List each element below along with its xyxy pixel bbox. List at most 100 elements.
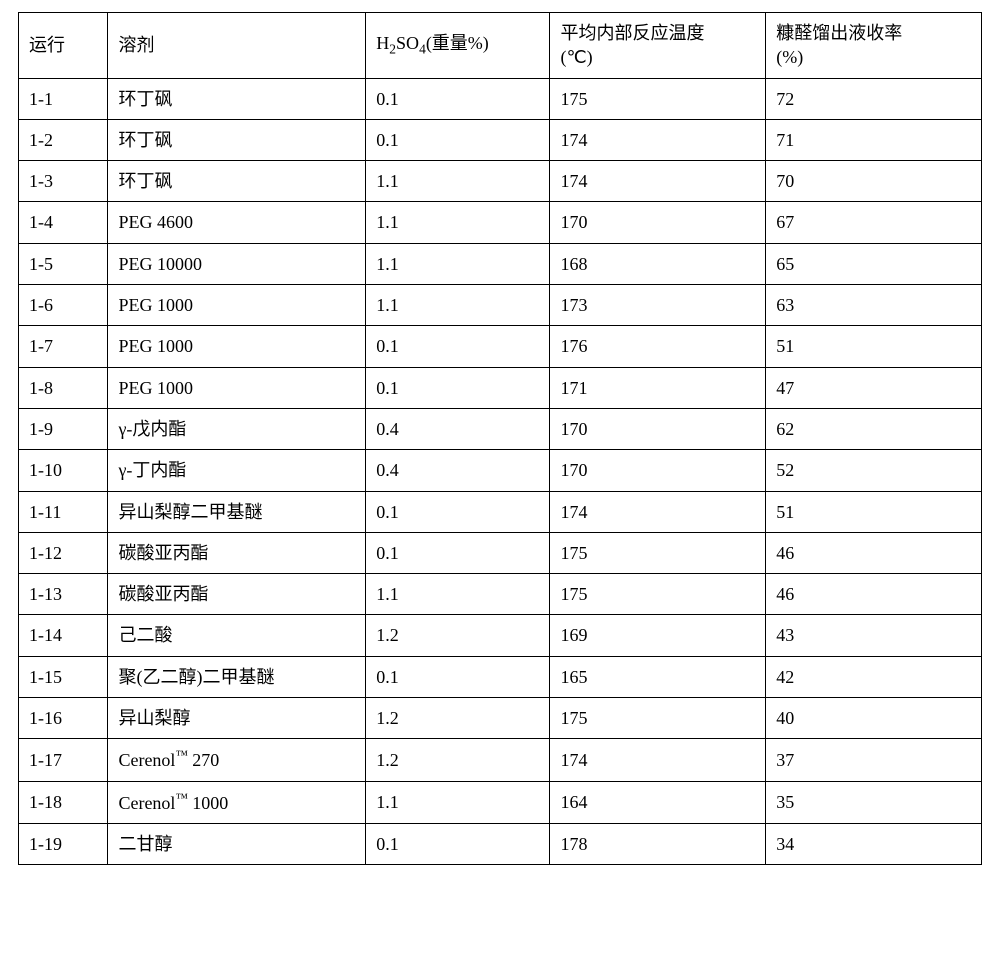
cell-sol: Cerenol™ 1000	[108, 781, 366, 823]
cell-run: 1-12	[19, 532, 108, 573]
cell-yield: 71	[766, 119, 982, 160]
cell-h2so4: 0.4	[366, 450, 550, 491]
cell-sol: γ-丁内酯	[108, 450, 366, 491]
cell-sol: PEG 10000	[108, 243, 366, 284]
table-row: 1-2环丁砜0.117471	[19, 119, 982, 160]
cell-sol: 异山梨醇	[108, 698, 366, 739]
cell-h2so4: 0.1	[366, 119, 550, 160]
cell-h2so4: 1.1	[366, 202, 550, 243]
cell-sol: 碳酸亚丙酯	[108, 532, 366, 573]
data-table-container: 运行 溶剂 H2SO4(重量%) 平均内部反应温度(℃) 糠醛馏出液收率(%) …	[0, 0, 1000, 877]
table-row: 1-8PEG 10000.117147	[19, 367, 982, 408]
cell-sol: 异山梨醇二甲基醚	[108, 491, 366, 532]
table-row: 1-6PEG 10001.117363	[19, 285, 982, 326]
cell-h2so4: 1.1	[366, 161, 550, 202]
table-body: 1-1环丁砜0.1175721-2环丁砜0.1174711-3环丁砜1.1174…	[19, 78, 982, 865]
table-row: 1-16异山梨醇1.217540	[19, 698, 982, 739]
cell-run: 1-5	[19, 243, 108, 284]
cell-run: 1-10	[19, 450, 108, 491]
cell-yield: 46	[766, 532, 982, 573]
cell-temp: 173	[550, 285, 766, 326]
cell-run: 1-11	[19, 491, 108, 532]
cell-run: 1-17	[19, 739, 108, 781]
cell-h2so4: 1.2	[366, 698, 550, 739]
cell-yield: 47	[766, 367, 982, 408]
cell-sol: PEG 1000	[108, 285, 366, 326]
table-row: 1-3环丁砜1.117470	[19, 161, 982, 202]
cell-h2so4: 0.1	[366, 823, 550, 864]
cell-yield: 51	[766, 491, 982, 532]
table-row: 1-4PEG 46001.117067	[19, 202, 982, 243]
table-row: 1-11异山梨醇二甲基醚0.117451	[19, 491, 982, 532]
cell-yield: 63	[766, 285, 982, 326]
cell-h2so4: 0.1	[366, 78, 550, 119]
cell-h2so4: 0.1	[366, 532, 550, 573]
cell-h2so4: 1.2	[366, 739, 550, 781]
table-row: 1-15聚(乙二醇)二甲基醚0.116542	[19, 656, 982, 697]
cell-yield: 43	[766, 615, 982, 656]
cell-h2so4: 0.1	[366, 656, 550, 697]
cell-h2so4: 1.1	[366, 243, 550, 284]
cell-yield: 35	[766, 781, 982, 823]
cell-sol: 二甘醇	[108, 823, 366, 864]
solvent-experiment-table: 运行 溶剂 H2SO4(重量%) 平均内部反应温度(℃) 糠醛馏出液收率(%) …	[18, 12, 982, 865]
cell-temp: 174	[550, 119, 766, 160]
cell-sol: PEG 1000	[108, 326, 366, 367]
cell-run: 1-13	[19, 574, 108, 615]
cell-h2so4: 0.1	[366, 367, 550, 408]
cell-yield: 72	[766, 78, 982, 119]
cell-sol: 聚(乙二醇)二甲基醚	[108, 656, 366, 697]
cell-sol: PEG 4600	[108, 202, 366, 243]
cell-run: 1-8	[19, 367, 108, 408]
cell-yield: 65	[766, 243, 982, 284]
table-row: 1-10γ-丁内酯0.417052	[19, 450, 982, 491]
cell-run: 1-18	[19, 781, 108, 823]
cell-h2so4: 1.1	[366, 574, 550, 615]
cell-temp: 175	[550, 698, 766, 739]
table-row: 1-13碳酸亚丙酯1.117546	[19, 574, 982, 615]
cell-run: 1-19	[19, 823, 108, 864]
cell-temp: 174	[550, 161, 766, 202]
cell-run: 1-16	[19, 698, 108, 739]
col-header-solvent: 溶剂	[108, 13, 366, 79]
cell-h2so4: 0.1	[366, 326, 550, 367]
cell-run: 1-3	[19, 161, 108, 202]
cell-sol: Cerenol™ 270	[108, 739, 366, 781]
cell-h2so4: 1.1	[366, 285, 550, 326]
cell-sol: 环丁砜	[108, 78, 366, 119]
cell-run: 1-6	[19, 285, 108, 326]
col-header-run: 运行	[19, 13, 108, 79]
cell-run: 1-15	[19, 656, 108, 697]
table-row: 1-19二甘醇0.117834	[19, 823, 982, 864]
cell-temp: 170	[550, 408, 766, 449]
cell-run: 1-9	[19, 408, 108, 449]
cell-run: 1-14	[19, 615, 108, 656]
cell-sol: 碳酸亚丙酯	[108, 574, 366, 615]
col-header-temp: 平均内部反应温度(℃)	[550, 13, 766, 79]
cell-sol: γ-戊内酯	[108, 408, 366, 449]
cell-temp: 176	[550, 326, 766, 367]
cell-yield: 52	[766, 450, 982, 491]
cell-sol: 环丁砜	[108, 161, 366, 202]
table-row: 1-5PEG 100001.116865	[19, 243, 982, 284]
cell-temp: 164	[550, 781, 766, 823]
table-row: 1-18Cerenol™ 10001.116435	[19, 781, 982, 823]
cell-yield: 51	[766, 326, 982, 367]
table-row: 1-12碳酸亚丙酯0.117546	[19, 532, 982, 573]
table-row: 1-14己二酸1.216943	[19, 615, 982, 656]
cell-h2so4: 0.4	[366, 408, 550, 449]
table-row: 1-9γ-戊内酯0.417062	[19, 408, 982, 449]
cell-h2so4: 0.1	[366, 491, 550, 532]
cell-yield: 40	[766, 698, 982, 739]
cell-sol: PEG 1000	[108, 367, 366, 408]
cell-run: 1-1	[19, 78, 108, 119]
cell-temp: 174	[550, 739, 766, 781]
cell-temp: 174	[550, 491, 766, 532]
cell-temp: 170	[550, 450, 766, 491]
table-row: 1-7PEG 10000.117651	[19, 326, 982, 367]
cell-temp: 169	[550, 615, 766, 656]
cell-yield: 70	[766, 161, 982, 202]
cell-yield: 34	[766, 823, 982, 864]
cell-temp: 175	[550, 532, 766, 573]
cell-h2so4: 1.2	[366, 615, 550, 656]
